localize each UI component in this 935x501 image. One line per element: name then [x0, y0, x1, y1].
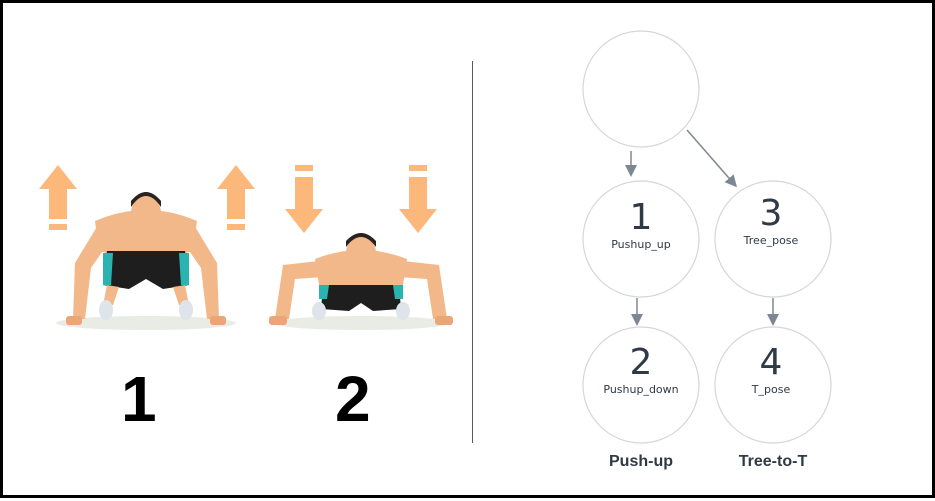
up-arrow-right-icon — [217, 165, 255, 230]
state-node-2 — [582, 326, 700, 444]
state-node-start — [582, 30, 700, 148]
group-label-tree-to-t: Tree-to-T — [739, 453, 808, 470]
group-label-pushup: Push-up — [609, 453, 673, 470]
pushup-illustrations — [39, 165, 453, 330]
down-arrow-left-icon — [285, 165, 323, 233]
state-2-label: Pushup_down — [603, 383, 678, 396]
edge-start-to-3 — [686, 129, 737, 188]
state-node-4 — [714, 326, 832, 444]
pushup-down-figure — [269, 233, 453, 330]
state-3-number: 3 — [760, 193, 783, 234]
state-2-number: 2 — [630, 342, 653, 383]
state-1-label: Pushup_up — [611, 238, 671, 251]
figure-2-number: 2 — [335, 363, 371, 435]
state-node-1 — [582, 180, 700, 298]
figure-1-number: 1 — [121, 363, 157, 435]
pushup-up-figure — [56, 192, 236, 330]
state-4-label: T_pose — [751, 383, 791, 396]
state-diagram: 1 Pushup_up 3 Tree_pose 2 Pushup_down 4 … — [582, 30, 832, 470]
state-node-3 — [714, 180, 832, 298]
up-arrow-left-icon — [39, 165, 77, 230]
down-arrow-right-icon — [399, 165, 437, 233]
panel-divider — [472, 61, 473, 443]
state-1-number: 1 — [630, 197, 653, 238]
state-3-label: Tree_pose — [743, 234, 799, 247]
state-4-number: 4 — [760, 342, 783, 383]
